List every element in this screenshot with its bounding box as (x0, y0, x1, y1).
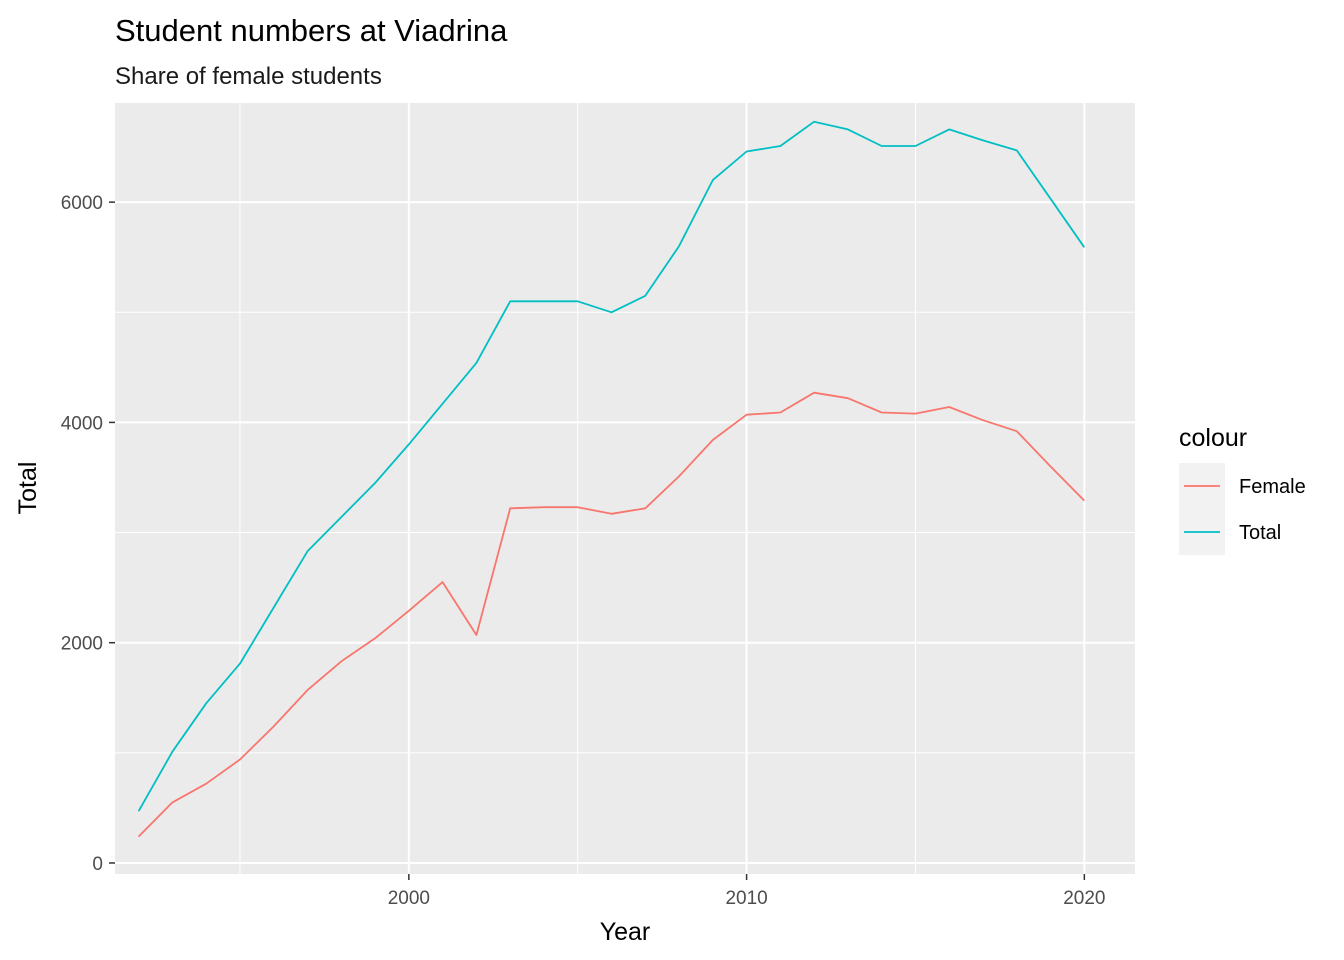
legend-title: colour (1179, 424, 1247, 452)
x-tick-label: 2020 (1063, 888, 1105, 909)
y-axis-title: Total (14, 462, 42, 515)
series-lines (137, 120, 1086, 838)
plot-panel (115, 103, 1135, 874)
major-gridlines (115, 103, 1135, 874)
legend-label-female: Female (1239, 476, 1306, 498)
series-line-female (137, 391, 1085, 838)
y-tick-label: 4000 (61, 413, 103, 434)
minor-gridlines (115, 103, 1135, 874)
legend-label-total: Total (1239, 522, 1281, 544)
chart-subtitle: Share of female students (115, 63, 382, 90)
x-axis: 2000 2010 2020 (388, 874, 1105, 909)
chart-title: Student numbers at Viadrina (115, 13, 508, 48)
x-tick-label: 2010 (725, 888, 767, 909)
y-tick-label: 6000 (61, 193, 103, 214)
x-tick-label: 2000 (388, 888, 430, 909)
y-tick-label: 0 (92, 854, 103, 875)
y-axis: 0 2000 4000 6000 (61, 193, 115, 875)
series-line-total (137, 120, 1086, 812)
legend: colour Female Total (1179, 424, 1306, 555)
x-axis-title: Year (600, 918, 651, 946)
y-tick-label: 2000 (61, 634, 103, 655)
